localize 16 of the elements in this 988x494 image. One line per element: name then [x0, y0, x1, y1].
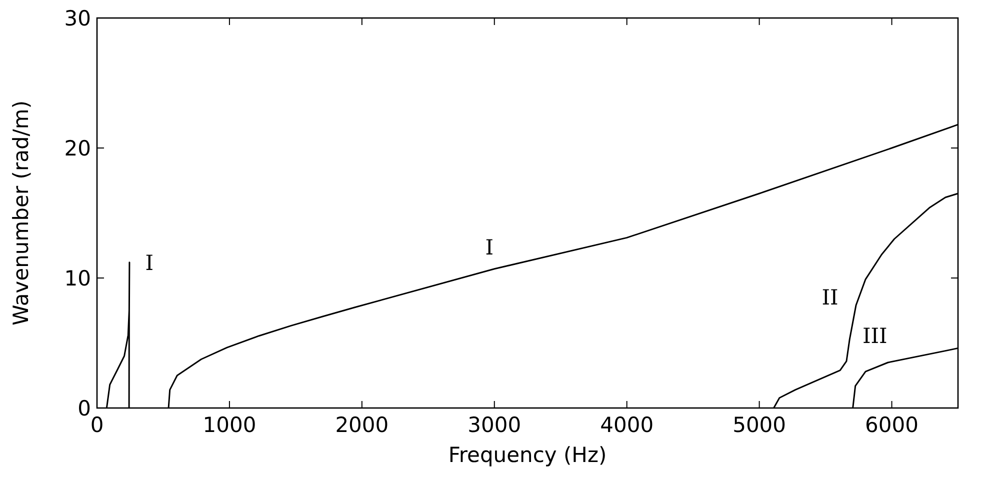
y-tick-label: 10 — [64, 266, 91, 290]
x-tick-label: 6000 — [865, 413, 918, 437]
series-label: I — [485, 235, 494, 260]
y-tick-label: 30 — [64, 6, 91, 30]
x-tick-label: 2000 — [335, 413, 389, 437]
y-tick-label: 0 — [78, 396, 91, 420]
series-label: I — [145, 250, 154, 275]
x-tick-label: 4000 — [600, 413, 654, 437]
y-axis-title: Wavenumber (rad/m) — [9, 100, 33, 326]
x-axis-title: Frequency (Hz) — [448, 443, 607, 467]
x-tick-label: 5000 — [732, 413, 786, 437]
x-tick-label: 1000 — [202, 413, 256, 437]
series-label: II — [822, 286, 838, 310]
x-tick-label: 3000 — [468, 413, 522, 437]
series-label: III — [862, 324, 888, 348]
y-tick-label: 20 — [64, 136, 91, 160]
